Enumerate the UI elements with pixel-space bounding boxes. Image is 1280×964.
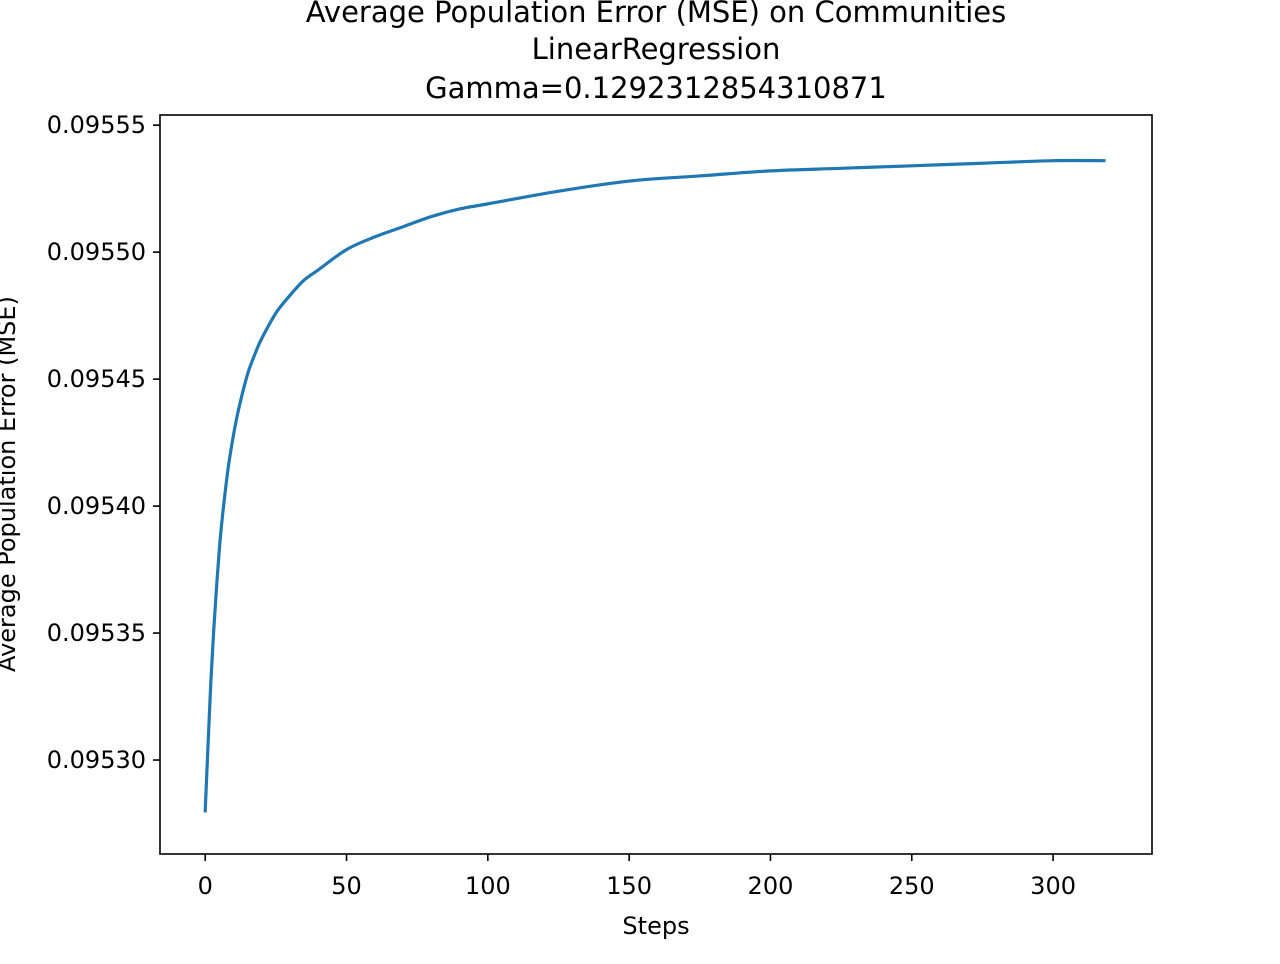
x-axis-label: Steps — [622, 912, 689, 940]
y-tick-label: 0.09535 — [47, 619, 146, 647]
chart-title-line-3: Gamma=0.1292312854310871 — [425, 71, 887, 105]
x-axis: 0 50 100 150 200 250 300 — [198, 854, 1076, 900]
y-tick-label: 0.09550 — [47, 238, 146, 266]
x-tick-label: 200 — [748, 872, 794, 900]
series-line — [203, 158, 1106, 813]
y-tick-label: 0.09530 — [47, 746, 146, 774]
y-tick-label: 0.09540 — [47, 492, 146, 520]
chart-title-line-1: Average Population Error (MSE) on Commun… — [306, 0, 1006, 29]
y-tick-label: 0.09545 — [47, 365, 146, 393]
chart-title: Average Population Error (MSE) on Commun… — [306, 0, 1006, 105]
x-tick-label: 0 — [198, 872, 213, 900]
x-tick-label: 100 — [465, 872, 511, 900]
x-tick-label: 250 — [889, 872, 935, 900]
x-tick-label: 50 — [331, 872, 362, 900]
chart-title-line-2: LinearRegression — [532, 32, 781, 66]
x-tick-label: 300 — [1030, 872, 1076, 900]
y-tick-label: 0.09555 — [47, 111, 146, 139]
plot-area — [203, 158, 1106, 813]
plot-frame — [159, 114, 1153, 855]
y-axis: 0.09530 0.09535 0.09540 0.09545 0.09550 0.095… — [47, 111, 160, 774]
x-tick-label: 150 — [606, 872, 652, 900]
y-axis-label: Average Population Error (MSE) — [0, 296, 21, 672]
